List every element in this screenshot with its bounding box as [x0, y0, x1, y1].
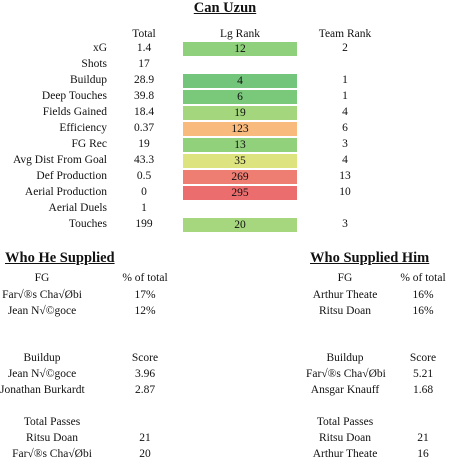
stat-label: xG — [92, 42, 107, 54]
stat-label: Fields Gained — [42, 106, 107, 118]
supplier-fg-header: FG — [337, 272, 353, 284]
supplier-passes-value: 21 — [417, 432, 429, 444]
supplier-buildup-score-header: Score — [409, 352, 437, 364]
supplier-fg-value: 16% — [412, 289, 434, 301]
stat-total: 199 — [135, 218, 153, 230]
supplied-fg-pct-header: % of total — [122, 272, 168, 284]
stat-total: 18.4 — [133, 106, 155, 118]
supplier-passes-player: Arthur Theate — [312, 448, 378, 460]
supplier-fg-pct-header: % of total — [400, 272, 446, 284]
column-header-lg-rank: Lg Rank — [220, 28, 260, 40]
stat-total: 0.37 — [133, 122, 155, 134]
supplier-buildup-value: 5.21 — [412, 368, 434, 380]
stat-lg-rank: 19 — [183, 106, 297, 120]
stat-lg-rank: 4 — [183, 74, 297, 88]
supplied-buildup-value: 2.87 — [134, 384, 156, 396]
stat-team-rank: 4 — [342, 106, 348, 118]
stat-total: 1 — [141, 202, 147, 214]
supplier-passes-player: Ritsu Doan — [318, 432, 372, 444]
supplied-buildup-player: Jonathan Burkardt — [0, 384, 85, 396]
supplied-passes-player: Far√®s Cha√Øbi — [12, 448, 92, 460]
supplier-passes-value: 16 — [417, 448, 429, 460]
supplied-fg-header: FG — [34, 272, 50, 284]
stat-label: Aerial Duels — [48, 202, 107, 214]
stat-lg-rank: 295 — [183, 186, 297, 200]
section-title-who-he-supplied: Who He Supplied — [5, 250, 115, 266]
stat-label: Def Production — [36, 170, 107, 182]
supplier-buildup-player: Far√®s Cha√Øbi — [306, 368, 386, 380]
stat-team-rank: 3 — [342, 138, 348, 150]
supplied-passes-value: 20 — [139, 448, 151, 460]
supplier-fg-value: 16% — [412, 305, 434, 317]
supplied-fg-value: 17% — [134, 289, 156, 301]
stat-lg-rank: 123 — [183, 122, 297, 136]
supplier-buildup-player: Ansgar Knauff — [310, 384, 380, 396]
supplier-fg-player: Ritsu Doan — [318, 305, 372, 317]
stat-total: 28.9 — [133, 74, 155, 86]
stat-total: 1.4 — [136, 42, 152, 54]
stat-label: Aerial Production — [24, 186, 107, 198]
stat-total: 43.3 — [133, 154, 155, 166]
stat-total: 0 — [141, 186, 147, 198]
stat-total: 17 — [138, 58, 150, 70]
stat-team-rank: 10 — [339, 186, 351, 198]
stat-label: Buildup — [69, 74, 107, 86]
stat-team-rank: 1 — [342, 74, 348, 86]
supplied-buildup-player: Jean N√©goce — [7, 368, 77, 380]
stat-team-rank: 4 — [342, 154, 348, 166]
stat-lg-rank: 20 — [183, 218, 297, 232]
stat-label: Efficiency — [59, 122, 107, 134]
supplier-passes-header: Total Passes — [316, 416, 374, 428]
supplied-buildup-header: Buildup — [23, 352, 61, 364]
supplied-passes-header: Total Passes — [23, 416, 81, 428]
supplied-buildup-score-header: Score — [131, 352, 159, 364]
supplier-buildup-value: 1.68 — [412, 384, 434, 396]
stat-total: 19 — [138, 138, 150, 150]
stat-lg-rank: 35 — [183, 154, 297, 168]
stat-total: 0.5 — [136, 170, 152, 182]
supplied-fg-player: Jean N√©goce — [7, 305, 77, 317]
stat-team-rank: 2 — [342, 42, 348, 54]
stat-lg-rank: 13 — [183, 138, 297, 152]
supplied-buildup-value: 3.96 — [134, 368, 156, 380]
column-header-total: Total — [132, 28, 156, 40]
supplier-fg-player: Arthur Theate — [312, 289, 378, 301]
stat-label: Avg Dist From Goal — [12, 154, 107, 166]
stat-label: FG Rec — [71, 138, 107, 150]
supplied-fg-player: Far√®s Cha√Øbi — [2, 289, 82, 301]
stat-label: Touches — [68, 218, 107, 230]
stat-lg-rank — [183, 202, 297, 216]
supplied-passes-value: 21 — [139, 432, 151, 444]
stat-lg-rank: 269 — [183, 170, 297, 184]
section-title-who-supplied-him: Who Supplied Him — [310, 250, 430, 266]
stat-team-rank: 1 — [342, 90, 348, 102]
column-header-team-rank: Team Rank — [318, 28, 372, 40]
stat-team-rank: 6 — [342, 122, 348, 134]
stat-lg-rank: 6 — [183, 90, 297, 104]
supplied-passes-player: Ritsu Doan — [25, 432, 79, 444]
stat-label: Deep Touches — [41, 90, 107, 102]
stat-lg-rank — [183, 58, 297, 72]
stat-label: Shots — [81, 58, 107, 70]
stat-total: 39.8 — [133, 90, 155, 102]
supplier-buildup-header: Buildup — [326, 352, 364, 364]
supplied-fg-value: 12% — [134, 305, 156, 317]
stat-team-rank: 3 — [342, 218, 348, 230]
stat-lg-rank: 12 — [183, 42, 297, 56]
stat-team-rank: 13 — [339, 170, 351, 182]
page-title: Can Uzun — [193, 0, 257, 16]
